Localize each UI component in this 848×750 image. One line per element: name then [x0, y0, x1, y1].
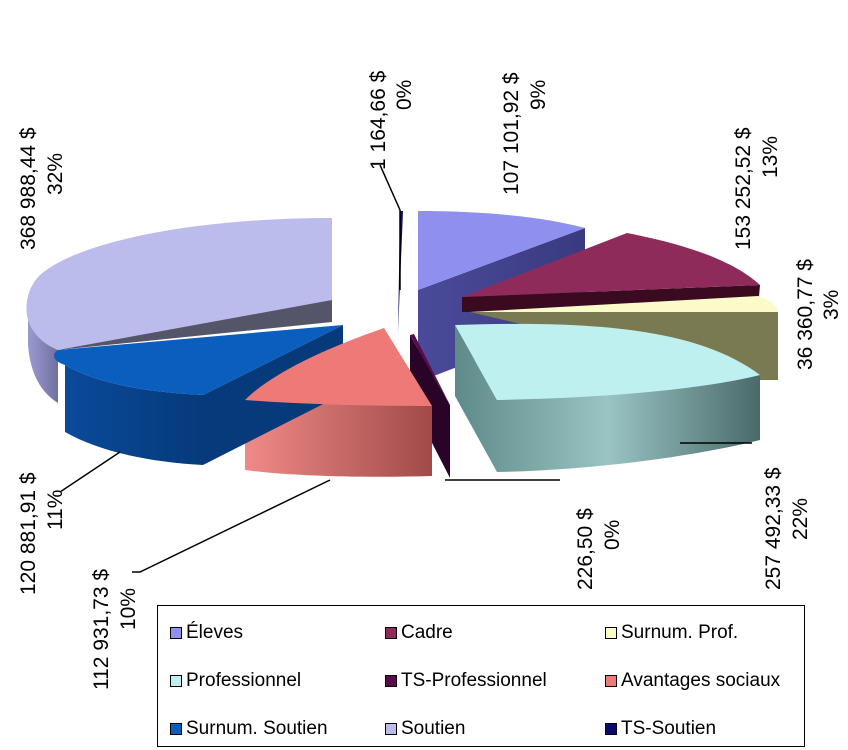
slice-side-surnum-soutien	[65, 365, 203, 465]
data-label-value-soutien: 368 988,44 $	[17, 127, 40, 250]
data-label-value-ts-professionnel: 226,50 $	[574, 508, 597, 590]
data-label-percent-soutien: 32%	[44, 153, 67, 195]
legend-item-soutien: Soutien	[385, 718, 465, 740]
slice-top-avantages-sociaux	[245, 328, 432, 406]
legend-swatch-soutien	[385, 723, 397, 735]
legend-item-avantages-sociaux: Avantages sociaux	[605, 670, 780, 692]
legend-item-surnum-soutien: Surnum. Soutien	[170, 718, 328, 740]
legend-label-ts-professionnel: TS-Professionnel	[401, 670, 547, 691]
legend-item-cadre: Cadre	[385, 622, 453, 644]
data-label-percent-avantages-sociaux: 10%	[117, 588, 140, 630]
data-label-percent-ts-professionnel: 0%	[601, 520, 624, 550]
pie-top-faces	[26, 211, 778, 406]
data-label-value-ts-soutien: 1 164,66 $	[367, 70, 390, 170]
legend-item-eleves: Éleves	[170, 622, 243, 644]
slice-top-surnum-prof	[470, 296, 778, 312]
legend-swatch-ts-soutien	[605, 723, 617, 735]
legend-label-soutien: Soutien	[401, 718, 466, 739]
data-label-percent-ts-soutien: 0%	[393, 80, 416, 110]
slice-side-professionnel	[455, 325, 760, 472]
legend-label-cadre: Cadre	[401, 622, 453, 643]
legend-item-professionnel: Professionnel	[170, 670, 301, 692]
slice-top-eleves	[418, 211, 585, 290]
legend-label-ts-soutien: TS-Soutien	[621, 718, 717, 739]
legend-swatch-ts-professionnel	[385, 675, 397, 687]
legend-swatch-cadre	[385, 627, 397, 639]
data-label-percent-professionnel: 22%	[789, 498, 812, 540]
slice-top-ts-professionnel	[410, 334, 450, 405]
slice-top-professionnel	[455, 323, 760, 400]
legend-swatch-professionnel	[170, 675, 182, 687]
legend-label-avantages-sociaux: Avantages sociaux	[621, 670, 781, 691]
leader-ts-soutien	[379, 164, 401, 290]
slice-top-soutien	[26, 218, 332, 350]
data-label-value-surnum-soutien: 120 881,91 $	[17, 472, 40, 595]
legend-swatch-eleves	[170, 627, 182, 639]
legend-swatch-avantages-sociaux	[605, 675, 617, 687]
data-label-percent-eleves: 9%	[527, 80, 550, 110]
legend-swatch-surnum-prof	[605, 627, 617, 639]
data-label-value-surnum-prof: 36 360,77 $	[794, 259, 817, 370]
data-label-value-cadre: 153 252,52 $	[732, 127, 755, 250]
slice-top-cadre	[462, 233, 760, 297]
data-label-value-eleves: 107 101,92 $	[500, 72, 523, 195]
legend-label-surnum-soutien: Surnum. Soutien	[186, 718, 328, 739]
data-label-percent-surnum-soutien: 11%	[44, 490, 67, 530]
leader-avantages-sociaux	[132, 479, 331, 573]
legend-item-ts-soutien: TS-Soutien	[605, 718, 716, 740]
legend-label-professionnel: Professionnel	[186, 670, 302, 691]
leader-lines	[59, 164, 752, 573]
leader-surnum-soutien	[59, 451, 121, 493]
slice-side-soutien	[28, 295, 58, 403]
data-label-percent-surnum-prof: 3%	[820, 290, 843, 320]
slice-top-surnum-soutien	[54, 325, 343, 395]
chart-legend: Éleves Cadre Surnum. Prof. Professionnel…	[157, 605, 805, 747]
data-label-value-professionnel: 257 492,33 $	[762, 467, 785, 590]
legend-label-surnum-prof: Surnum. Prof.	[621, 622, 739, 643]
legend-item-ts-professionnel: TS-Professionnel	[385, 670, 547, 692]
data-labels: 1 164,66 $ 0% 107 101,92 $ 9% 153 252,52…	[17, 70, 843, 690]
legend-label-eleves: Éleves	[186, 622, 244, 643]
legend-swatch-surnum-soutien	[170, 723, 182, 735]
data-label-value-avantages-sociaux: 112 931,73 $	[90, 569, 113, 690]
legend-item-surnum-prof: Surnum. Prof.	[605, 622, 738, 644]
data-label-percent-cadre: 13%	[759, 136, 782, 178]
